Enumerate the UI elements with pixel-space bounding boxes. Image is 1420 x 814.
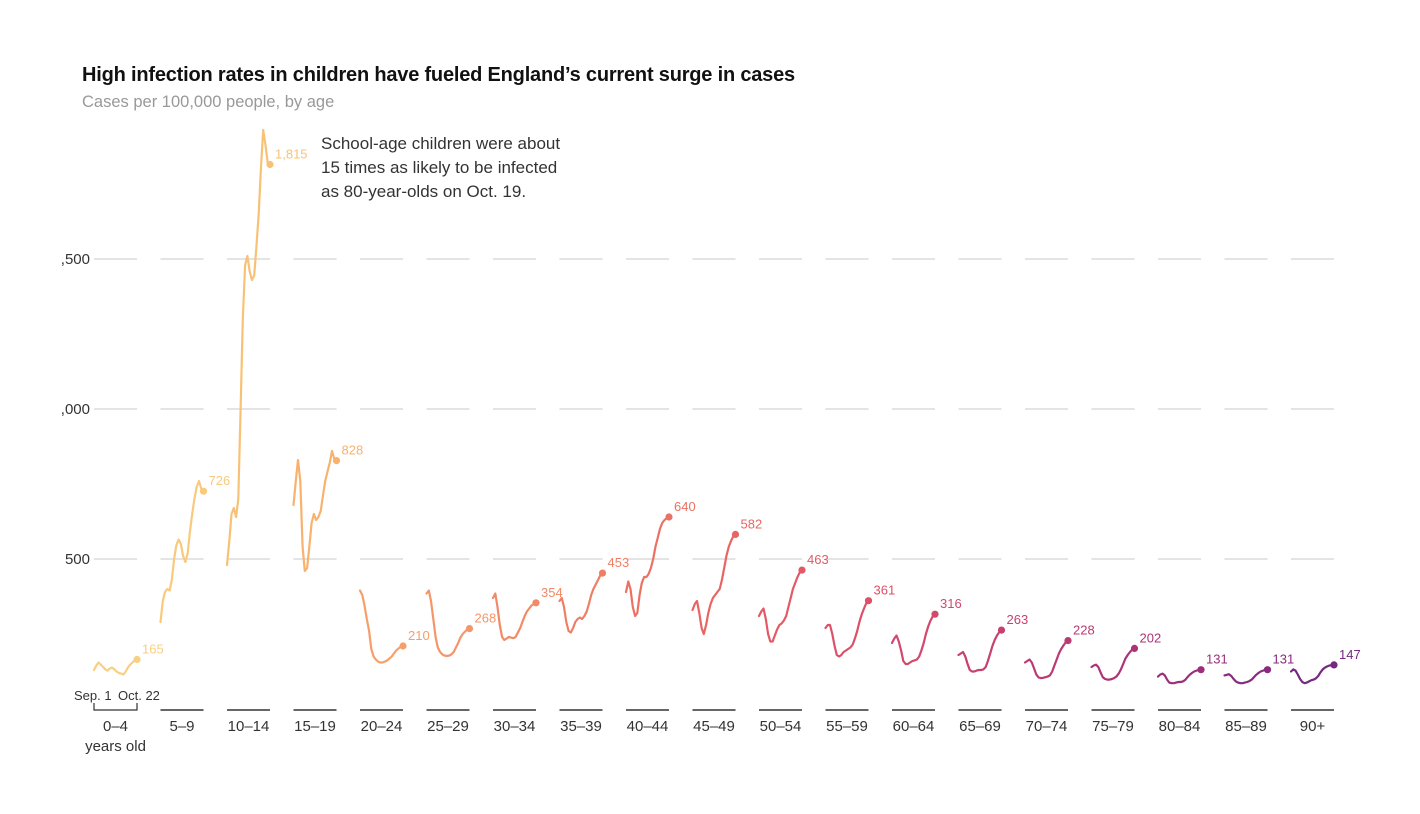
series-end-dot <box>1130 644 1139 653</box>
series-end-label: 582 <box>741 516 763 531</box>
age-group-label: 15–19 <box>294 718 336 735</box>
age-group-label: 20–24 <box>361 718 403 735</box>
series-end-label: 147 <box>1339 647 1361 662</box>
age-group-label: 45–49 <box>693 718 735 735</box>
series-end-label: 228 <box>1073 623 1095 638</box>
chart-subtitle: Cases per 100,000 people, by age <box>82 93 335 111</box>
series-line-30–34 <box>491 592 538 642</box>
age-group-label: 25–29 <box>427 718 469 735</box>
series-line-75–79 <box>1090 647 1136 681</box>
age-group-label: 30–34 <box>494 718 536 735</box>
date-range-bracket <box>93 703 138 711</box>
series-line-40–44 <box>624 515 671 618</box>
series-line-55–59 <box>824 599 870 658</box>
series-line-20–24 <box>358 589 405 664</box>
series-end-label: 131 <box>1273 652 1295 667</box>
series-end-label: 210 <box>408 628 430 643</box>
series-end-dot <box>399 642 407 650</box>
series-end-label: 640 <box>674 499 696 514</box>
series-end-dot <box>864 597 873 605</box>
age-group-label: 0–4 <box>103 718 128 735</box>
age-group-label: 40–44 <box>627 718 669 735</box>
series-end-label: 202 <box>1140 630 1162 645</box>
series-end-dot <box>465 625 474 633</box>
series-end-dot <box>133 655 141 664</box>
series-end-dot <box>665 513 673 521</box>
series-end-dot <box>798 566 806 574</box>
age-group-label: 75–79 <box>1092 718 1134 735</box>
series-line-60–64 <box>890 613 937 666</box>
series-end-label: 354 <box>541 585 563 600</box>
y-tick-label: ,500 <box>61 251 90 268</box>
series-line-35–39 <box>558 572 604 634</box>
series-line-45–49 <box>691 533 737 636</box>
series-layer: 165 726 1,815 828 210 268 354 453 640 582 463 361 31… <box>92 128 1361 685</box>
series-end-label: 361 <box>874 583 896 598</box>
series-end-dot <box>1064 637 1072 645</box>
age-group-label: 5–9 <box>169 718 194 735</box>
age-group-label: 55–59 <box>826 718 868 735</box>
series-line-0–4 <box>92 658 139 676</box>
series-end-label: 1,815 <box>275 147 308 162</box>
axis-layer: 500 ,000 ,500 0–4 5–9 10–14 15–19 20–24 25–29 30–… <box>61 251 1334 755</box>
series-end-dot <box>997 626 1006 634</box>
series-line-90+ <box>1289 663 1336 685</box>
series-line-85–89 <box>1223 668 1269 685</box>
x-start-label: Sep. 1 <box>74 688 112 703</box>
age-group-label: 80–84 <box>1159 718 1201 735</box>
series-line-65–69 <box>957 629 1003 673</box>
series-line-25–29 <box>425 589 471 657</box>
series-end-label: 463 <box>807 552 829 567</box>
age-group-label: 85–89 <box>1225 718 1267 735</box>
y-tick-label: 500 <box>65 551 90 568</box>
grid-layer <box>94 258 1334 560</box>
series-end-label: 165 <box>142 642 164 657</box>
age-unit-label: years old <box>85 738 146 755</box>
chart-annotation: School-age children were about 15 times … <box>321 134 561 201</box>
series-end-dot <box>1263 666 1272 674</box>
age-group-label: 90+ <box>1300 718 1326 735</box>
series-line-10–14 <box>225 128 272 567</box>
series-end-dot <box>266 160 274 169</box>
series-line-80–84 <box>1156 668 1203 685</box>
age-group-label: 10–14 <box>228 718 270 735</box>
age-group-label: 70–74 <box>1026 718 1068 735</box>
series-line-5–9 <box>159 479 205 624</box>
series-end-label: 828 <box>342 443 364 458</box>
series-end-label: 268 <box>475 611 497 626</box>
series-end-label: 263 <box>1007 612 1029 627</box>
age-group-label: 35–39 <box>560 718 602 735</box>
x-end-label: Oct. 22 <box>118 688 160 703</box>
age-group-label: 50–54 <box>760 718 802 735</box>
series-end-dot <box>598 569 607 577</box>
series-end-dot <box>931 610 939 618</box>
series-line-15–19 <box>292 449 338 573</box>
series-end-dot <box>731 530 740 539</box>
series-end-label: 131 <box>1206 652 1228 667</box>
series-line-70–74 <box>1023 639 1070 680</box>
series-end-label: 453 <box>608 555 630 570</box>
y-tick-label: ,000 <box>61 401 90 418</box>
age-group-label: 65–69 <box>959 718 1001 735</box>
series-end-dot <box>532 599 540 607</box>
series-end-dot <box>1197 666 1205 674</box>
series-end-dot <box>1330 661 1338 669</box>
chart-title: High infection rates in children have fu… <box>82 64 795 86</box>
series-line-50–54 <box>757 569 804 643</box>
series-end-dot <box>332 457 341 465</box>
age-group-label: 60–64 <box>893 718 935 735</box>
series-end-label: 726 <box>209 473 231 488</box>
series-end-dot <box>199 487 208 495</box>
series-end-label: 316 <box>940 596 962 611</box>
